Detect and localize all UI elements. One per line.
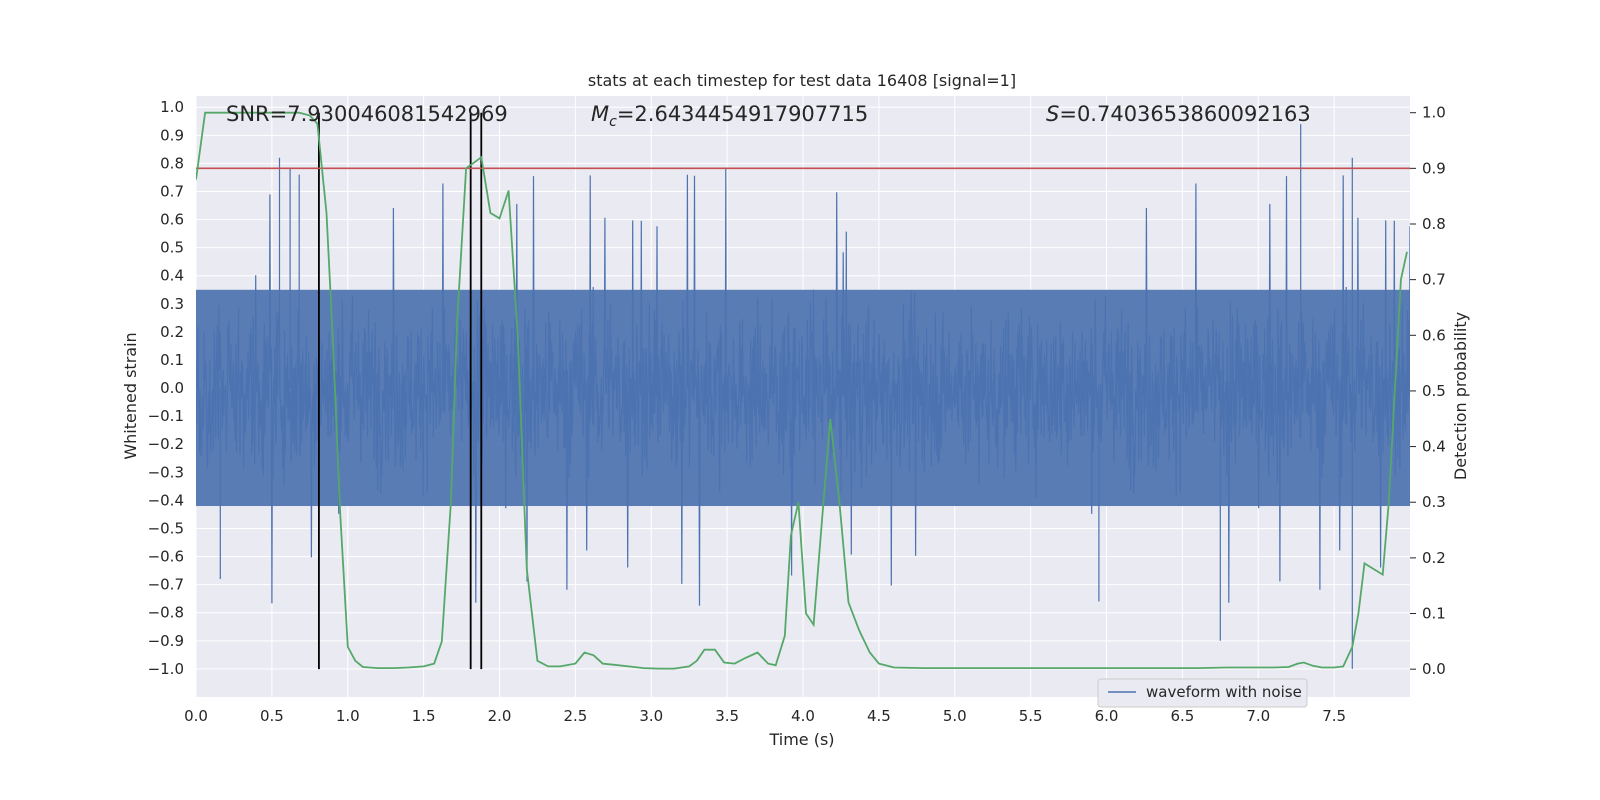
x-tick-label: 5.5 xyxy=(1019,707,1043,725)
noise-band xyxy=(196,289,1410,507)
y-left-tick-label: −0.4 xyxy=(148,491,184,509)
x-tick-label: 5.0 xyxy=(943,707,967,725)
y-left-tick-label: −0.9 xyxy=(148,632,184,650)
probability-series xyxy=(196,111,1408,670)
snr-annotation: SNR=7.930046081542969 xyxy=(226,102,508,126)
chart-title: stats at each timestep for test data 164… xyxy=(588,71,1016,90)
y-left-tick-label: −0.2 xyxy=(148,435,184,453)
x-tick-label: 2.0 xyxy=(488,707,512,725)
y-left-tick-label: 0.3 xyxy=(160,295,184,313)
x-tick-label: 0.5 xyxy=(260,707,284,725)
x-axis-label: Time (s) xyxy=(768,730,834,749)
y-left-tick-label: −0.6 xyxy=(148,548,184,566)
y-right-axis-ticks: 1.0 0.9 0.8 0.7 0.6 0.5 0.4 0.3 0.2 0.1 0.0 xyxy=(1410,104,1446,678)
y-left-tick-label: 0.4 xyxy=(160,267,184,285)
legend-label: waveform with noise xyxy=(1146,683,1302,701)
y-left-tick-label: −0.7 xyxy=(148,576,184,594)
mc-subscript: c xyxy=(609,114,617,130)
plot-area xyxy=(196,111,1410,670)
s-value: =0.7403653860092163 xyxy=(1059,102,1310,126)
x-tick-label: 6.0 xyxy=(1095,707,1119,725)
y-left-tick-label: −0.5 xyxy=(148,519,184,537)
y-right-tick-label: 0.8 xyxy=(1422,215,1446,233)
y-left-tick-label: −0.3 xyxy=(148,463,184,481)
y-right-axis-label: Detection probability xyxy=(1451,312,1470,480)
mc-annotation: Mc=2.6434454917907715 xyxy=(591,102,868,130)
y-right-tick-label: 0.7 xyxy=(1422,271,1446,289)
y-left-tick-label: 0.2 xyxy=(160,323,184,341)
y-left-axis-ticks: 1.0 0.9 0.8 0.7 0.6 0.5 0.4 0.3 0.2 0.1 0.0 −0.1 −0.… xyxy=(148,98,184,678)
x-tick-label: 4.0 xyxy=(791,707,815,725)
x-axis-ticks: 0.0 0.5 1.0 1.5 2.0 2.5 3.0 3.5 4.0 4.5 5.0 5.5 6.0 6… xyxy=(184,707,1346,725)
x-tick-label: 6.5 xyxy=(1170,707,1194,725)
y-left-tick-label: −1.0 xyxy=(148,660,184,678)
y-left-tick-label: −0.1 xyxy=(148,407,184,425)
x-tick-label: 7.0 xyxy=(1246,707,1270,725)
y-left-tick-label: 0.9 xyxy=(160,126,184,144)
x-tick-label: 1.0 xyxy=(336,707,360,725)
mc-prefix: M xyxy=(591,102,609,126)
y-right-tick-label: 0.1 xyxy=(1422,605,1446,623)
noise-core xyxy=(196,289,1410,507)
x-tick-label: 3.0 xyxy=(639,707,663,725)
legend: waveform with noise xyxy=(1097,678,1308,708)
y-right-tick-label: 0.3 xyxy=(1422,493,1446,511)
x-tick-label: 0.0 xyxy=(184,707,208,725)
y-right-tick-label: 0.6 xyxy=(1422,326,1446,344)
y-right-tick-label: 0.5 xyxy=(1422,382,1446,400)
y-right-tick-label: 0.9 xyxy=(1422,159,1446,177)
x-tick-label: 7.5 xyxy=(1322,707,1346,725)
y-left-tick-label: 0.1 xyxy=(160,351,184,369)
y-right-tick-label: 1.0 xyxy=(1422,104,1446,122)
y-left-tick-label: −0.8 xyxy=(148,604,184,622)
x-tick-label: 1.5 xyxy=(412,707,436,725)
y-left-axis-label: Whitened strain xyxy=(121,332,140,459)
x-tick-label: 2.5 xyxy=(563,707,587,725)
y-left-tick-label: 0.6 xyxy=(160,211,184,229)
y-left-tick-label: 0.7 xyxy=(160,182,184,200)
y-right-tick-label: 0.4 xyxy=(1422,438,1446,456)
y-left-tick-label: 0.5 xyxy=(160,239,184,257)
y-right-tick-label: 0.2 xyxy=(1422,549,1446,567)
legend-box xyxy=(1097,678,1308,708)
x-tick-label: 4.5 xyxy=(867,707,891,725)
s-prefix: S xyxy=(1046,102,1059,126)
y-left-tick-label: 0.0 xyxy=(160,379,184,397)
x-tick-label: 3.5 xyxy=(715,707,739,725)
y-right-tick-label: 0.0 xyxy=(1422,660,1446,678)
y-left-tick-label: 1.0 xyxy=(160,98,184,116)
mc-value: =2.6434454917907715 xyxy=(617,102,868,126)
s-annotation: S=0.7403653860092163 xyxy=(1046,102,1311,126)
vertical-markers xyxy=(318,112,483,670)
y-left-tick-label: 0.8 xyxy=(160,154,184,172)
